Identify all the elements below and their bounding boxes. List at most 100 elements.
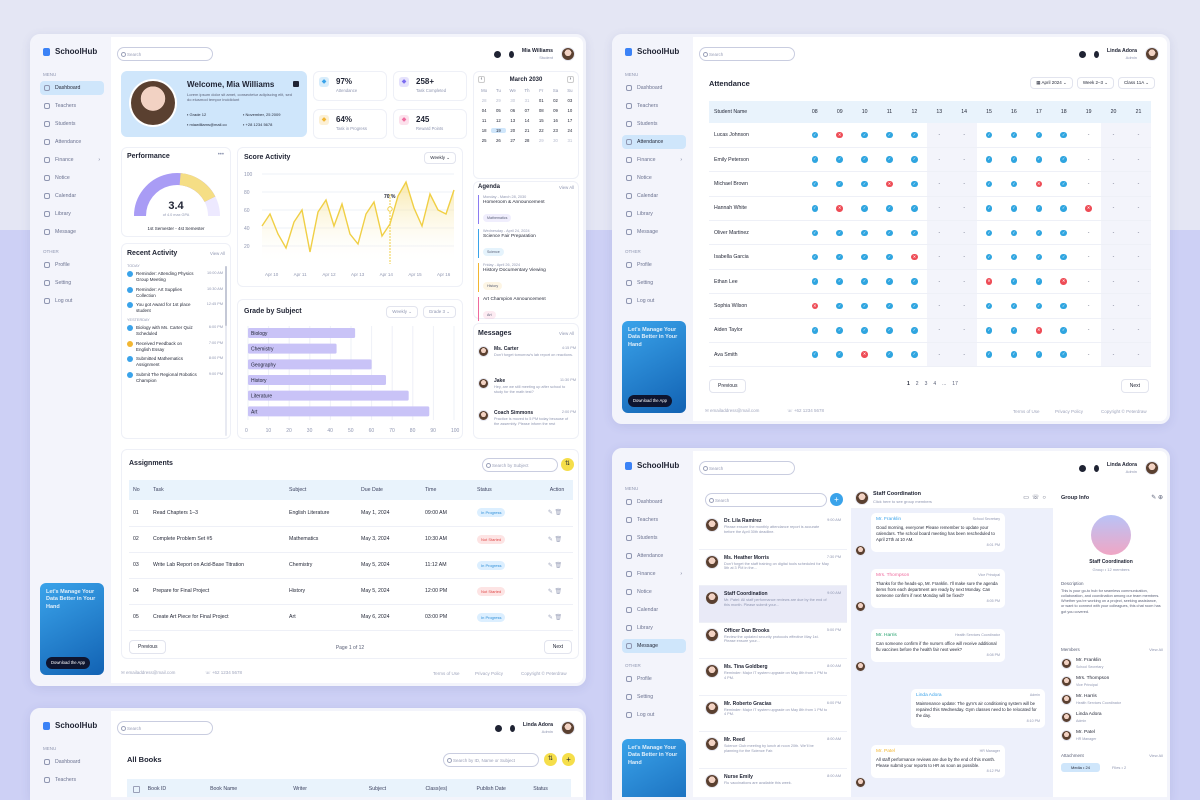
calendar-day[interactable]: 30 — [510, 98, 516, 103]
attendance-cell[interactable]: ✓ — [902, 221, 927, 245]
next-month-button[interactable]: › — [567, 76, 574, 83]
attendance-cell[interactable]: ✓ — [977, 147, 1002, 171]
attendance-cell[interactable]: ✓ — [902, 318, 927, 342]
table-row[interactable]: Ava Smith ✓ ✓ ✕ ✓ ✓ - - ✓ ✓ ✓ ✓ - - - — [709, 342, 1151, 367]
activity-item[interactable]: Reminder: Attending Physics Group Meetin… — [127, 271, 223, 283]
add-book-button[interactable]: + — [562, 753, 575, 766]
attendance-cell[interactable]: - — [1076, 318, 1101, 342]
attendance-cell[interactable]: - — [951, 269, 977, 294]
attendance-cell[interactable]: - — [926, 293, 952, 319]
attendance-cell[interactable]: - — [1125, 171, 1151, 197]
table-row[interactable]: Ethan Lee ✓ ✓ ✓ ✓ ✓ - - ✕ ✓ ✓ ✕ - - - — [709, 269, 1151, 294]
prev-month-button[interactable]: ‹ — [478, 76, 485, 83]
message-item[interactable]: Ms. Carter 4:15 PM Don't forget tomorrow's… — [478, 346, 576, 378]
trash-icon[interactable]: 🗑 — [554, 562, 563, 569]
day-header[interactable]: 17 — [1035, 109, 1042, 115]
day-header[interactable]: 15 — [986, 109, 992, 115]
sidebar-item-notice[interactable]: Notice — [622, 585, 686, 599]
conversation-item[interactable]: Officer Dan Brooks 5:00 PM Review the upda… — [699, 623, 847, 659]
attendance-cell[interactable]: - — [926, 220, 952, 245]
chat-bubble[interactable]: Mr. Franklin School Secretary Good morning… — [871, 513, 1005, 552]
attendance-cell[interactable]: ✕ — [877, 172, 902, 196]
attendance-cell[interactable]: ✓ — [1051, 221, 1076, 245]
attendance-cell[interactable]: ✕ — [1026, 172, 1051, 196]
column-header[interactable]: Subject — [289, 487, 307, 493]
day-header[interactable]: 08 — [811, 109, 818, 115]
phone-icon[interactable]: ☏ — [1031, 495, 1043, 501]
attendance-cell[interactable]: ✓ — [977, 294, 1002, 318]
edit-icon[interactable]: ✎ — [547, 510, 553, 517]
grade-bar[interactable] — [248, 390, 409, 401]
column-header[interactable]: Subject — [368, 786, 387, 792]
attendance-cell[interactable]: ✓ — [852, 123, 877, 147]
conversation-item[interactable]: Mr. Reed 8:00 AM Science Club meeting by l… — [699, 732, 847, 769]
column-header[interactable]: Student Name — [714, 109, 748, 115]
edit-icon[interactable]: ✎ — [547, 614, 553, 621]
page-number[interactable]: 17 — [952, 381, 958, 387]
attendance-cell[interactable]: ✓ — [827, 172, 852, 196]
column-header[interactable]: Publish Date — [476, 786, 506, 792]
attendance-cell[interactable]: - — [1125, 123, 1151, 148]
bell-icon[interactable] — [508, 50, 514, 58]
chat-bubble[interactable]: Mrs. Thompson Vice Principal Thanks for th… — [871, 569, 1005, 608]
column-header[interactable]: Time — [425, 487, 437, 493]
attendance-cell[interactable]: ✓ — [852, 318, 877, 342]
sidebar-item-library[interactable]: Library — [622, 621, 686, 635]
member-item[interactable]: Mrs. Thompson Vice Principal — [1061, 675, 1163, 693]
attendance-cell[interactable]: - — [1125, 318, 1151, 343]
week-dropdown[interactable]: Week 2–3 ⌄ — [1076, 77, 1115, 89]
calendar-day[interactable]: 28 — [481, 98, 487, 103]
grade-bar[interactable] — [248, 343, 337, 354]
attendance-cell[interactable]: - — [926, 147, 952, 172]
moon-icon[interactable] — [494, 724, 502, 732]
attendance-cell[interactable]: ✓ — [802, 196, 827, 220]
grade-bar[interactable] — [248, 375, 387, 385]
day-header[interactable]: 09 — [836, 109, 843, 115]
sidebar-item-message[interactable]: Message — [622, 639, 686, 653]
attendance-cell[interactable]: ✓ — [1051, 343, 1076, 367]
attendance-cell[interactable]: - — [1076, 221, 1101, 245]
attendance-cell[interactable]: ✓ — [1026, 221, 1051, 245]
attendance-cell[interactable]: ✓ — [977, 196, 1002, 220]
moon-icon[interactable] — [493, 50, 501, 58]
trash-icon[interactable]: 🗑 — [554, 588, 563, 595]
bell-icon[interactable] — [1093, 464, 1099, 472]
activity-item[interactable]: Reminder: Art Supplies Collection 10:30 A… — [127, 286, 223, 299]
next-button[interactable]: Next — [543, 640, 572, 654]
filter-button[interactable]: ⇅ — [544, 753, 557, 766]
calendar-day[interactable]: 05 — [496, 108, 501, 113]
scrollbar[interactable] — [225, 266, 227, 436]
weekly-dropdown[interactable]: Weekly ⌄ — [386, 306, 418, 318]
attendance-cell[interactable]: - — [1125, 147, 1151, 172]
attendance-cell[interactable]: ✓ — [977, 245, 1002, 269]
member-item[interactable]: Mr. Harris Health Services Coordinator — [1061, 693, 1163, 711]
attendance-cell[interactable]: ✓ — [1002, 196, 1027, 220]
attendance-cell[interactable]: ✓ — [1002, 318, 1027, 342]
attendance-cell[interactable]: ✕ — [902, 245, 927, 269]
message-item[interactable]: Jake 11:30 PM Hey, are we still meeting up… — [478, 378, 576, 410]
calendar-day[interactable]: 15 — [538, 118, 544, 123]
sidebar-item-attendance[interactable]: Attendance — [40, 135, 104, 149]
attendance-cell[interactable]: - — [1125, 293, 1151, 319]
attendance-cell[interactable]: ✓ — [827, 269, 852, 293]
activity-item[interactable]: You got Award for 1st place student 12:45… — [127, 302, 223, 314]
calendar-day[interactable]: 20 — [510, 128, 516, 133]
next-button[interactable]: Next — [1120, 379, 1149, 393]
calendar-day[interactable]: 12 — [496, 118, 501, 123]
attendance-cell[interactable]: - — [1125, 244, 1151, 270]
avatar[interactable] — [561, 721, 575, 735]
attendance-cell[interactable]: ✓ — [852, 294, 877, 318]
attendance-cell[interactable]: ✓ — [1002, 294, 1027, 318]
edit-icon[interactable]: ✎ — [547, 536, 553, 543]
book-search-input[interactable]: Search by ID, Name or Subject — [443, 753, 539, 767]
members-view-all[interactable]: View All — [1149, 647, 1163, 652]
sidebar-item-students[interactable]: Students — [40, 117, 104, 131]
attendance-cell[interactable]: ✓ — [1026, 245, 1051, 269]
attendance-cell[interactable]: ✓ — [827, 343, 852, 367]
attendance-cell[interactable]: ✓ — [802, 343, 827, 367]
attendance-cell[interactable]: ✕ — [1076, 196, 1101, 220]
filter-button[interactable]: ⇅ — [561, 458, 574, 471]
attendance-cell[interactable]: ✕ — [802, 294, 827, 318]
download-app-button[interactable]: Download the App — [628, 395, 672, 407]
attendance-cell[interactable]: ✓ — [1002, 245, 1027, 269]
